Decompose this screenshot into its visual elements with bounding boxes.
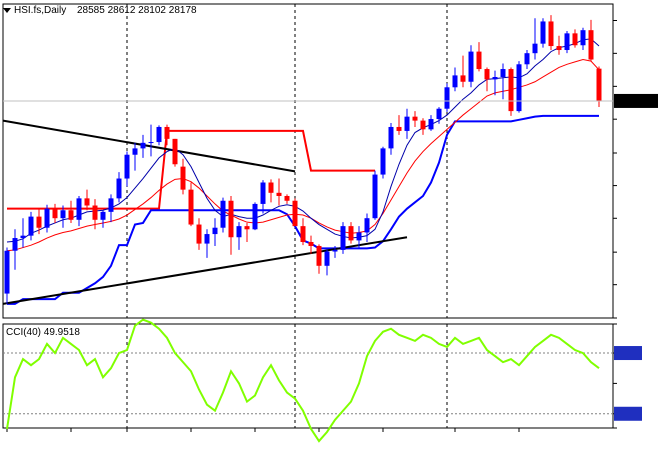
candle-body[interactable] xyxy=(444,87,450,109)
candle-body[interactable] xyxy=(580,30,586,46)
price-header: HSI.fs,Daily 28585 28612 28102 28178 xyxy=(3,5,197,16)
candle-body[interactable] xyxy=(324,251,330,266)
candle-body[interactable] xyxy=(268,182,274,193)
cci-title: CCI(40) 49.9518 xyxy=(6,327,80,338)
ema-long-line xyxy=(6,59,600,252)
candle-body[interactable] xyxy=(452,75,458,88)
candle-body[interactable] xyxy=(556,46,562,51)
candle-body[interactable] xyxy=(164,126,170,139)
candle-body[interactable] xyxy=(188,189,194,225)
candle-body[interactable] xyxy=(300,226,306,242)
candle-body[interactable] xyxy=(44,208,50,228)
candle-body[interactable] xyxy=(4,250,10,294)
candle-body[interactable] xyxy=(380,148,386,175)
candle-body[interactable] xyxy=(204,234,210,244)
candle-body[interactable] xyxy=(484,69,490,80)
price-pane[interactable] xyxy=(2,3,658,319)
resistance-step-line xyxy=(7,129,375,210)
cci-line xyxy=(6,318,600,443)
candle-body[interactable] xyxy=(492,76,498,80)
candle-body[interactable] xyxy=(284,195,290,201)
candle-body[interactable] xyxy=(172,138,178,165)
candle-body[interactable] xyxy=(564,33,570,51)
candle-body[interactable] xyxy=(532,43,538,54)
candle-body[interactable] xyxy=(348,226,354,241)
triangle-down-icon xyxy=(3,8,11,13)
candle-body[interactable] xyxy=(404,116,410,131)
candle-body[interactable] xyxy=(116,178,122,199)
current-price-tag xyxy=(614,93,658,108)
candle-body[interactable] xyxy=(28,216,34,236)
candle-body[interactable] xyxy=(476,51,482,70)
candle-body[interactable] xyxy=(252,203,258,230)
candle-body[interactable] xyxy=(500,69,506,77)
candle-body[interactable] xyxy=(340,226,346,250)
candle-body[interactable] xyxy=(372,174,378,219)
candle-body[interactable] xyxy=(76,198,82,220)
candle-body[interactable] xyxy=(524,53,530,65)
candle-body[interactable] xyxy=(92,205,98,220)
candle-body[interactable] xyxy=(60,210,66,219)
candle-body[interactable] xyxy=(220,200,226,228)
candle-body[interactable] xyxy=(428,119,434,130)
candle-body[interactable] xyxy=(364,218,370,233)
cci-pane-frame xyxy=(2,323,614,429)
candle-body[interactable] xyxy=(292,200,298,227)
candle-body[interactable] xyxy=(52,208,58,219)
candle-body[interactable] xyxy=(508,69,514,112)
candle-body[interactable] xyxy=(276,192,282,196)
candle-body[interactable] xyxy=(84,198,90,206)
candle-body[interactable] xyxy=(420,120,426,130)
candle-body[interactable] xyxy=(596,68,602,101)
candle-body[interactable] xyxy=(236,226,242,238)
candle-body[interactable] xyxy=(412,116,418,121)
candle-body[interactable] xyxy=(68,210,74,220)
candle-body[interactable] xyxy=(108,198,114,212)
ohlc-values: 28585 28612 28102 28178 xyxy=(77,5,197,16)
candle-body[interactable] xyxy=(540,21,546,44)
candle-body[interactable] xyxy=(132,148,138,155)
symbol-title: HSI.fs,Daily xyxy=(14,5,66,16)
candle-body[interactable] xyxy=(124,154,130,179)
candle-body[interactable] xyxy=(228,200,234,238)
cci-level-tag xyxy=(614,346,642,361)
candle-body[interactable] xyxy=(548,21,554,47)
lower-trendline xyxy=(2,236,408,305)
candle-body[interactable] xyxy=(156,126,162,143)
candle-body[interactable] xyxy=(588,30,594,60)
candle-body[interactable] xyxy=(316,245,322,266)
upper-trendline xyxy=(2,119,296,173)
candle-body[interactable] xyxy=(460,75,466,82)
price-pane-frame xyxy=(2,3,614,319)
candle-body[interactable] xyxy=(468,51,474,82)
candle-body[interactable] xyxy=(100,211,106,220)
candle-body[interactable] xyxy=(36,216,42,228)
candle-body[interactable] xyxy=(244,226,250,230)
candle-body[interactable] xyxy=(12,238,18,251)
cci-pane[interactable] xyxy=(2,318,642,443)
cci-header: CCI(40) 49.9518 xyxy=(6,327,80,338)
candle-body[interactable] xyxy=(388,126,394,149)
candle-body[interactable] xyxy=(308,241,314,246)
candle-body[interactable] xyxy=(260,182,266,204)
cci-level-tag xyxy=(614,406,642,421)
candle-body[interactable] xyxy=(516,64,522,112)
candle-body[interactable] xyxy=(140,142,146,149)
candle-body[interactable] xyxy=(148,142,154,144)
candle-body[interactable] xyxy=(20,235,26,239)
candle-body[interactable] xyxy=(212,227,218,235)
candle-body[interactable] xyxy=(332,249,338,252)
candle-body[interactable] xyxy=(396,126,402,131)
candle-body[interactable] xyxy=(356,232,362,241)
candle-body[interactable] xyxy=(196,224,202,244)
candle-body[interactable] xyxy=(180,166,186,190)
ema-short-line xyxy=(6,38,600,243)
candle-body[interactable] xyxy=(436,108,442,120)
candle-body[interactable] xyxy=(572,33,578,46)
